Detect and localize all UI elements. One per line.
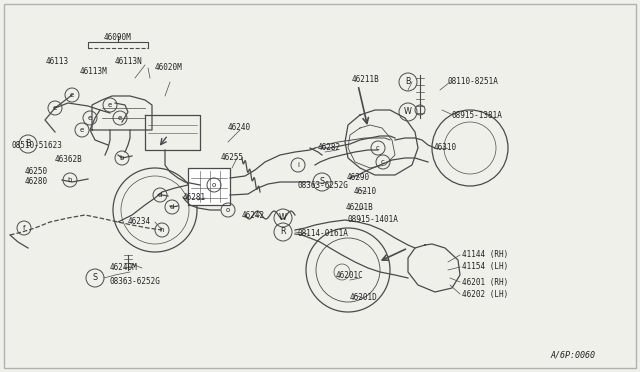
Text: 46242: 46242 <box>242 211 265 219</box>
Text: 46202 (LH): 46202 (LH) <box>462 289 508 298</box>
Text: 46280: 46280 <box>25 177 48 186</box>
Text: S: S <box>319 177 324 186</box>
Text: e: e <box>118 115 122 121</box>
Text: 46211B: 46211B <box>352 76 380 84</box>
Text: o: o <box>212 182 216 188</box>
Text: 41144 (RH): 41144 (RH) <box>462 250 508 260</box>
Text: o: o <box>226 207 230 213</box>
Text: B: B <box>25 140 31 148</box>
Text: 46113: 46113 <box>46 58 69 67</box>
Text: 46090M: 46090M <box>104 33 132 42</box>
Text: 46281: 46281 <box>183 193 206 202</box>
Text: h: h <box>160 227 164 233</box>
Text: 46201 (RH): 46201 (RH) <box>462 278 508 286</box>
Text: W: W <box>404 108 412 116</box>
Text: e: e <box>88 115 92 121</box>
Text: 46362B: 46362B <box>55 154 83 164</box>
Text: 46201B: 46201B <box>346 203 374 212</box>
Text: B: B <box>405 77 411 87</box>
Text: d: d <box>170 204 174 210</box>
Text: 41154 (LH): 41154 (LH) <box>462 263 508 272</box>
Text: 08110-8251A: 08110-8251A <box>448 77 499 87</box>
Text: 46255: 46255 <box>221 154 244 163</box>
Text: d: d <box>158 192 162 198</box>
Text: 46240: 46240 <box>228 124 251 132</box>
Text: c: c <box>376 145 380 151</box>
Text: i: i <box>297 162 299 168</box>
Text: 08114-0161A: 08114-0161A <box>298 230 349 238</box>
Text: 08510-51623: 08510-51623 <box>12 141 63 150</box>
Text: S: S <box>92 273 97 282</box>
Text: e: e <box>53 105 57 111</box>
Text: b: b <box>68 177 72 183</box>
Text: 46113N: 46113N <box>115 58 143 67</box>
Text: 08363-6252G: 08363-6252G <box>298 180 349 189</box>
Text: c: c <box>381 159 385 165</box>
Text: e: e <box>108 102 112 108</box>
Text: 46234: 46234 <box>128 218 151 227</box>
Text: 46113M: 46113M <box>80 67 108 77</box>
Text: e: e <box>80 127 84 133</box>
Text: e: e <box>70 92 74 98</box>
Text: 46201C: 46201C <box>336 270 364 279</box>
Text: 46020M: 46020M <box>155 64 183 73</box>
Text: 46201D: 46201D <box>350 294 378 302</box>
Text: 08915-1401A: 08915-1401A <box>348 215 399 224</box>
Text: 46282: 46282 <box>318 144 341 153</box>
Text: f: f <box>23 225 25 231</box>
Text: R: R <box>280 228 285 237</box>
Text: W: W <box>279 214 287 222</box>
Bar <box>188 168 230 205</box>
Text: 46240M: 46240M <box>110 263 138 273</box>
Text: 08363-6252G: 08363-6252G <box>110 278 161 286</box>
Text: 46250: 46250 <box>25 167 48 176</box>
Text: A/6P:0060: A/6P:0060 <box>550 350 595 359</box>
Text: 46290: 46290 <box>347 173 370 183</box>
Text: 08915-1381A: 08915-1381A <box>452 110 503 119</box>
Text: 46210: 46210 <box>354 187 377 196</box>
Text: 46310: 46310 <box>434 144 457 153</box>
Text: b: b <box>120 155 124 161</box>
